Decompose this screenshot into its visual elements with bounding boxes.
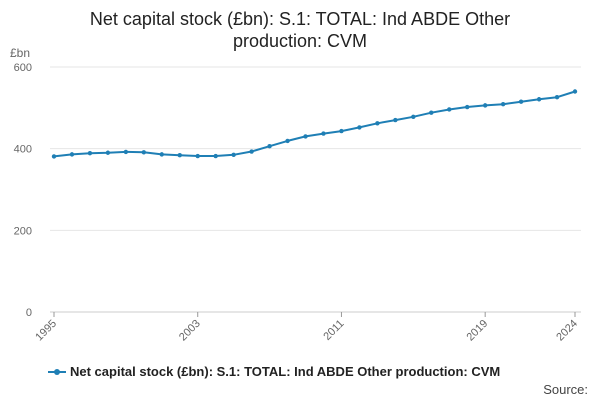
data-point-2009 [303,134,308,139]
data-point-2006 [249,149,254,154]
data-point-2015 [411,114,416,120]
y-tick-label-0: 0 [26,307,32,319]
x-tick-label-2003: 2003 [177,318,203,344]
data-point-2012 [357,125,362,130]
data-point-2018 [465,104,470,110]
y-tick-label-600: 600 [14,62,32,74]
data-point-2007 [267,144,272,149]
data-point-2000 [141,150,147,155]
data-point-1999 [123,149,129,155]
data-point-2020 [500,101,506,107]
chart-title-line-2: production: CVM [232,31,368,51]
data-point-2016 [429,110,434,115]
data-point-2002 [177,153,182,158]
series-line-0 [53,90,576,158]
data-point-2019 [482,103,488,108]
data-point-1998 [105,150,111,155]
data-point-2008 [285,138,290,144]
data-point-1997 [87,150,93,156]
data-point-2010 [321,131,326,136]
data-point-2014 [393,117,398,123]
data-point-2011 [339,128,344,134]
chart-title-line-1: Net capital stock (£bn): S.1: TOTAL: Ind… [89,9,511,29]
x-tick-label-2011: 2011 [321,318,346,343]
data-point-2005 [231,152,236,157]
data-point-2023 [554,95,560,100]
legend[interactable]: Net capital stock (£bn): S.1: TOTAL: Ind… [48,364,500,379]
data-point-2021 [518,99,524,104]
legend-line-marker-icon [48,367,66,377]
x-tick-label-1995: 1995 [33,318,59,344]
x-tick-label-2024: 2024 [554,318,580,344]
series-layer [51,89,578,159]
data-point-2001 [159,152,164,157]
chart-title: Net capital stock (£bn): S.1: TOTAL: Ind… [0,8,600,52]
data-point-2003 [195,153,200,159]
data-point-1995 [51,154,57,159]
source-label: Source: [543,382,588,397]
data-point-1996 [69,152,75,157]
data-point-2013 [375,121,380,126]
y-tick-label-200: 200 [14,225,32,237]
y-tick-label-400: 400 [14,144,32,156]
legend-label: Net capital stock (£bn): S.1: TOTAL: Ind… [70,364,501,379]
data-point-2004 [213,153,218,159]
data-point-2022 [536,97,542,102]
data-point-2017 [447,107,452,112]
x-tick-label-2019: 2019 [464,318,490,344]
data-point-2024 [572,89,578,94]
y-axis-label: £bn [10,46,30,60]
grid-layer [50,66,581,313]
